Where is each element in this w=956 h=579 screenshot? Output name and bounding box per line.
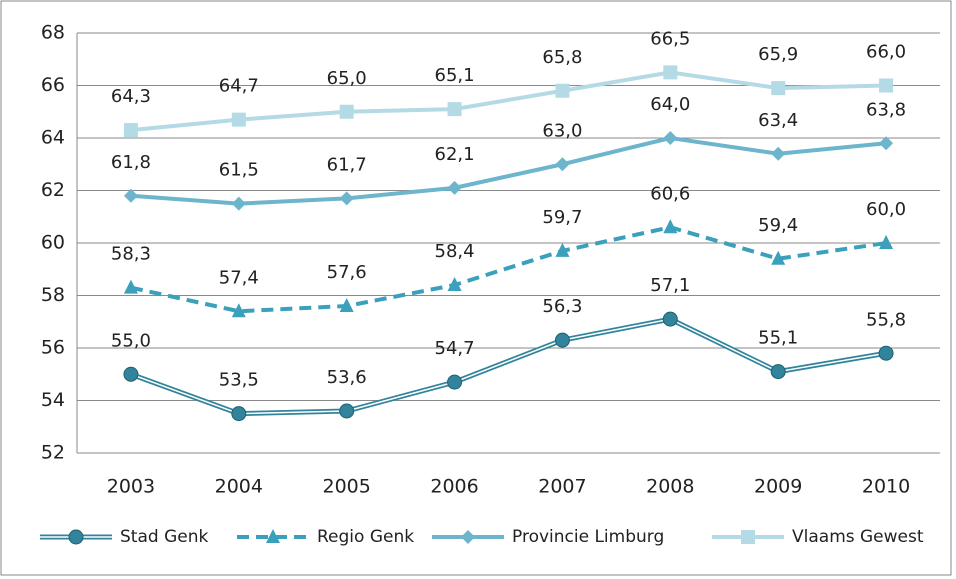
- legend-marker: [68, 529, 84, 545]
- series-line: [130, 70, 887, 133]
- data-label: 65,0: [327, 68, 367, 89]
- data-label: 63,4: [758, 110, 798, 131]
- marker: [231, 406, 247, 422]
- legend-marker: [741, 530, 755, 544]
- marker: [554, 332, 570, 348]
- data-label: 60,6: [650, 183, 690, 204]
- x-tick-label: 2004: [215, 476, 263, 498]
- marker: [123, 188, 138, 203]
- marker: [771, 81, 786, 96]
- marker: [663, 219, 678, 234]
- marker: [231, 112, 246, 127]
- data-label: 58,3: [111, 244, 151, 265]
- y-tick-label: 54: [41, 389, 65, 411]
- x-tick-label: 2007: [538, 476, 586, 498]
- marker: [447, 102, 462, 117]
- marker: [663, 131, 678, 145]
- marker: [447, 374, 463, 390]
- x-tick-label: 2003: [107, 476, 155, 498]
- data-label: 62,1: [435, 144, 475, 165]
- series-line: [130, 135, 887, 206]
- data-label: 61,8: [111, 152, 151, 173]
- y-tick-label: 56: [41, 337, 65, 359]
- marker: [123, 123, 138, 138]
- marker: [771, 146, 786, 161]
- marker: [879, 235, 894, 249]
- series-line-inner: [130, 318, 887, 415]
- x-tick-label: 2006: [430, 476, 478, 498]
- marker: [662, 311, 678, 327]
- legend-label: Stad Genk: [120, 527, 208, 547]
- data-label: 66,5: [650, 28, 690, 49]
- data-label: 66,0: [866, 42, 906, 63]
- data-label: 64,7: [219, 76, 259, 97]
- data-label: 61,5: [219, 160, 259, 181]
- data-label: 54,7: [435, 338, 475, 359]
- series-line: [130, 225, 887, 314]
- data-label: 63,8: [866, 99, 906, 120]
- data-label: 65,8: [542, 47, 582, 68]
- y-tick-label: 64: [41, 127, 65, 149]
- data-label: 63,0: [542, 120, 582, 141]
- marker: [771, 250, 786, 265]
- data-label: 53,5: [219, 370, 259, 391]
- data-label: 57,4: [219, 267, 259, 288]
- legend-label: Provincie Limburg: [512, 527, 664, 547]
- marker: [770, 364, 786, 380]
- data-label: 59,4: [758, 215, 798, 236]
- y-tick-label: 66: [41, 74, 65, 96]
- data-label: 65,1: [435, 65, 475, 86]
- data-label: 60,0: [866, 199, 906, 220]
- marker: [231, 196, 246, 211]
- x-tick-label: 2010: [862, 476, 910, 498]
- y-tick-label: 60: [41, 232, 65, 254]
- y-tick-label: 68: [41, 22, 65, 44]
- marker: [555, 242, 570, 257]
- marker: [555, 157, 570, 172]
- marker: [447, 277, 462, 291]
- legend-label: Regio Genk: [317, 527, 414, 547]
- data-label: 59,7: [542, 207, 582, 228]
- marker: [231, 303, 246, 318]
- data-label: 57,6: [327, 262, 367, 283]
- data-label: 57,1: [650, 275, 690, 296]
- marker: [879, 136, 894, 151]
- marker: [339, 104, 354, 119]
- data-label: 58,4: [435, 241, 475, 262]
- y-tick-label: 52: [41, 442, 65, 464]
- data-label: 53,6: [327, 367, 367, 388]
- data-label: 64,0: [650, 94, 690, 115]
- y-tick-label: 62: [41, 179, 65, 201]
- marker: [555, 83, 570, 98]
- data-label: 55,0: [111, 330, 151, 351]
- marker: [663, 65, 678, 80]
- marker: [447, 180, 462, 195]
- data-label: 56,3: [542, 296, 582, 317]
- legend-marker: [266, 529, 280, 543]
- marker: [339, 298, 354, 312]
- data-label: 65,9: [758, 44, 798, 65]
- x-tick-label: 2009: [754, 476, 802, 498]
- marker: [123, 279, 138, 294]
- data-label: 55,8: [866, 309, 906, 330]
- marker: [339, 403, 355, 419]
- legend-marker: [461, 530, 475, 544]
- marker: [339, 191, 354, 206]
- data-label: 64,3: [111, 86, 151, 107]
- data-label: 55,1: [758, 328, 798, 349]
- data-label: 61,7: [327, 154, 367, 175]
- y-tick-label: 58: [41, 284, 65, 306]
- x-tick-label: 2008: [646, 476, 694, 498]
- marker: [879, 78, 894, 93]
- marker: [878, 345, 894, 361]
- x-tick-label: 2005: [323, 476, 371, 498]
- legend-label: Vlaams Gewest: [792, 527, 924, 547]
- marker: [123, 366, 139, 382]
